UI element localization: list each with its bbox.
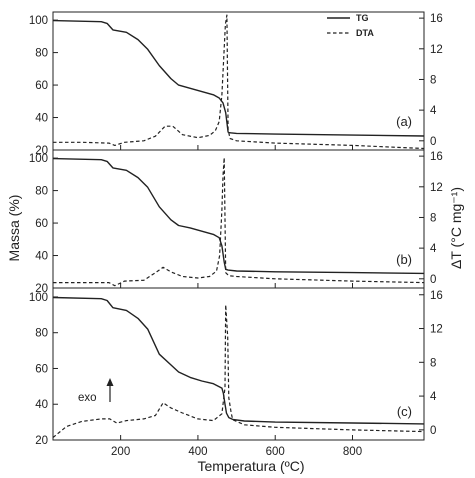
x-tick-label: 200: [111, 446, 130, 458]
dta-line: [53, 14, 425, 150]
y-left-tick-label: 80: [35, 328, 48, 340]
tg-line: [52, 19, 425, 137]
x-tick-label: 600: [266, 446, 285, 458]
panel-label: (a): [396, 114, 412, 129]
y-right-tick-label: 4: [430, 391, 437, 403]
y-left-axis-label: Massa (%): [6, 195, 22, 262]
panel-label: (b): [396, 252, 412, 267]
y-left-tick-label: 80: [35, 186, 48, 198]
y-right-tick-label: 0: [430, 136, 436, 148]
panel-frame: [52, 149, 425, 289]
x-axis-label: Temperatura (ºC): [197, 458, 304, 474]
y-right-tick-label: 12: [430, 324, 443, 336]
y-left-tick-label: 100: [29, 15, 48, 27]
y-left-tick-label: 80: [35, 48, 48, 60]
y-right-tick-label: 16: [430, 290, 443, 302]
y-left-tick-label: 100: [29, 153, 48, 165]
panel-label: (c): [397, 404, 412, 419]
x-tick-label: 400: [188, 446, 207, 458]
tg-line: [52, 296, 425, 425]
y-right-tick-label: 8: [430, 212, 436, 224]
y-right-tick-label: 16: [430, 151, 443, 163]
y-left-tick-label: 40: [35, 251, 48, 263]
y-left-tick-label: 40: [35, 399, 48, 411]
y-right-tick-label: 4: [430, 105, 437, 117]
y-right-tick-label: 0: [430, 274, 436, 286]
dta-line: [52, 304, 425, 438]
y-left-tick-label: 60: [35, 363, 48, 375]
y-right-tick-label: 8: [430, 74, 436, 86]
y-left-tick-label: 60: [35, 80, 48, 92]
exo-annotation: exo: [78, 392, 97, 404]
y-left-tick-label: 20: [35, 283, 48, 295]
tg-line: [52, 157, 425, 275]
y-right-tick-label: 8: [430, 357, 436, 369]
y-right-tick-label: 16: [430, 13, 443, 25]
y-right-tick-label: 12: [430, 182, 443, 194]
y-right-tick-label: 4: [430, 243, 437, 255]
dta-line: [53, 157, 425, 287]
y-left-tick-label: 100: [29, 292, 48, 304]
legend-tg-label: TG: [356, 13, 369, 23]
y-left-tick-label: 20: [35, 145, 48, 157]
y-left-tick-label: 60: [35, 218, 48, 230]
exo-arrow-head: [106, 378, 114, 386]
y-right-axis-label: ΔT (°C mg⁻¹): [448, 187, 464, 269]
panel-frame: [52, 287, 425, 441]
y-right-tick-label: 0: [430, 425, 436, 437]
y-right-tick-label: 12: [430, 44, 443, 56]
y-left-tick-label: 40: [35, 113, 48, 125]
y-left-tick-label: 20: [35, 435, 48, 447]
legend-dta-label: DTA: [356, 28, 374, 38]
x-tick-label: 800: [343, 446, 362, 458]
